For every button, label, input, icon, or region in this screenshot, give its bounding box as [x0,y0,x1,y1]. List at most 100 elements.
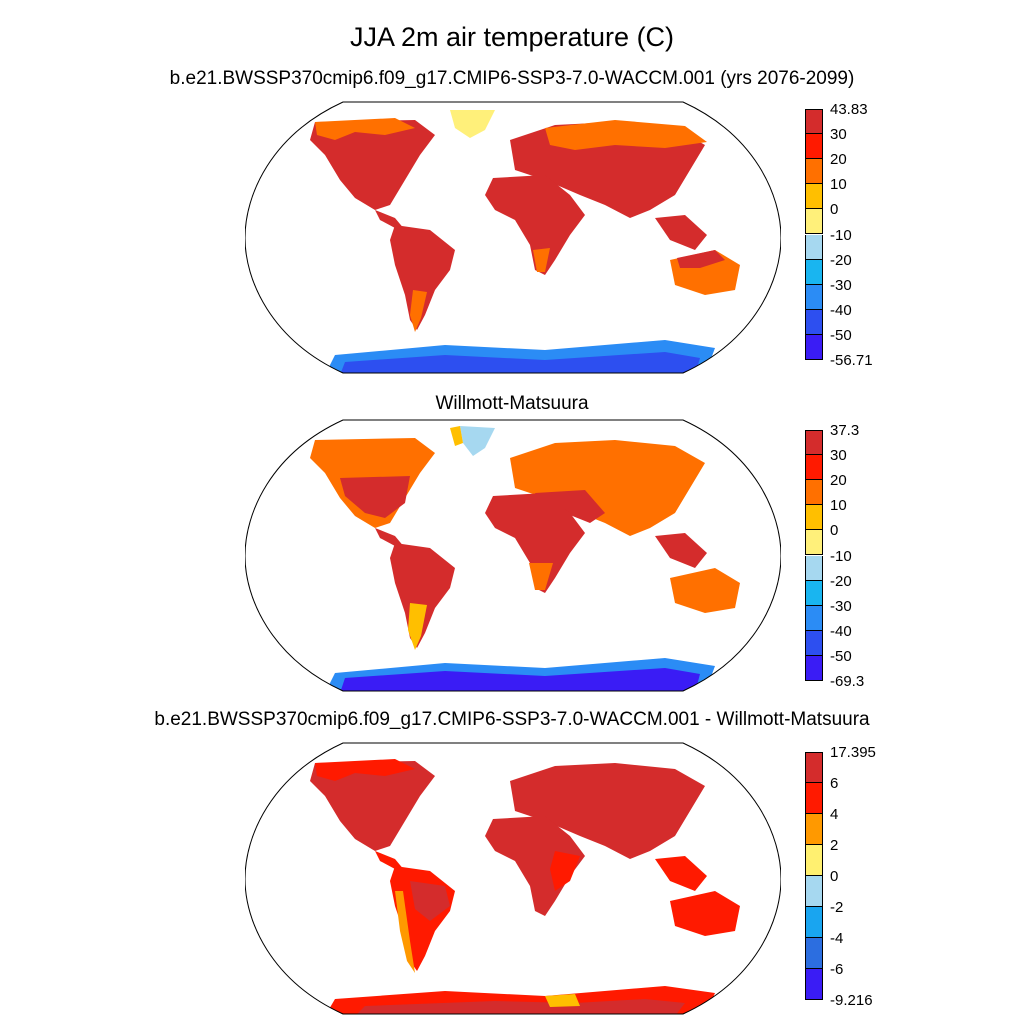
colorbar-tick-label: 6 [830,775,839,792]
usa [340,476,410,518]
australia [670,568,740,613]
southern-africa [529,563,553,590]
colorbar-tick-label: 20 [830,472,847,490]
australia [670,891,740,936]
colorbar-tick-label: -50 [830,647,852,665]
east-africa [550,851,580,891]
colorbar-tick-label: 4 [830,806,839,823]
panel-1-subtitle: b.e21.BWSSP370cmip6.f09_g17.CMIP6-SSP3-7… [169,68,855,89]
colorbar-segment [805,580,823,606]
colorbar-tick-label: -10 [830,226,852,244]
colorbar-segment [805,259,823,285]
colorbar-tick-label: 20 [830,151,847,169]
colorbar-segment [805,234,823,260]
colorbar-tick-label: 0 [830,522,839,540]
figure-title: JJA 2m air temperature (C) [349,22,675,52]
colorbar-segment [805,555,823,581]
north-america [310,120,435,210]
colorbar-tick-label: -30 [830,597,852,615]
eurasia [510,763,705,859]
colorbar-tick-label: 10 [830,176,847,194]
colorbar-tick-label: -50 [830,326,852,344]
colorbar-tick-label: 17.395 [830,744,876,761]
southern-africa [533,248,550,272]
panel-3-colorbar [805,752,823,1000]
colorbar-tick-label: -2 [830,899,844,916]
colorbar-segment [805,284,823,310]
colorbar-tick-label: -4 [830,930,844,947]
colorbar-segment [805,630,823,656]
antarctica-interior [340,352,700,373]
panel-3-subtitle: b.e21.BWSSP370cmip6.f09_g17.CMIP6-SSP3-7… [154,709,870,730]
panel-1-map [245,101,781,374]
canada-north [315,118,415,140]
panel-2-subtitle: Willmott-Matsuura [435,393,589,414]
colorbar-tick-label: -6 [830,961,844,978]
colorbar-tick-label: -10 [830,547,852,565]
colorbar-segment [805,134,823,160]
panel-1-colorbar [805,109,823,360]
antarctica-peninsula [545,994,580,1007]
colorbar-segment [805,159,823,185]
colorbar-segment [805,334,823,360]
greenland [450,110,495,138]
colorbar-tick-label: -40 [830,622,852,640]
colorbar-tick-label: 0 [830,201,839,219]
colorbar-tick-label: -20 [830,251,852,269]
colorbar-tick-label: -9.216 [830,992,873,1009]
colorbar-tick-label: -20 [830,572,852,590]
south-america [390,225,455,330]
middle-east [535,490,605,523]
colorbar-tick-label: -56.71 [830,352,873,369]
patagonia [408,603,427,650]
andes [395,891,415,973]
antarctica-interior [340,668,700,691]
colorbar-segment [805,430,823,456]
colorbar-segment [805,605,823,631]
south-america [390,543,455,648]
canada-north [315,759,415,781]
colorbar-segment [805,969,823,1000]
colorbar-segment [805,109,823,135]
australia-north [677,250,725,268]
africa [485,175,585,275]
colorbar-tick-label: -69.3 [830,673,865,690]
panel-3-map [245,742,781,1015]
greenland [460,426,495,456]
antarctica-interior [355,999,685,1014]
patagonia [410,290,427,332]
brazil [410,881,450,921]
colorbar-segment [805,480,823,506]
colorbar-tick-label: 30 [830,447,847,465]
southeast-asia [655,856,707,891]
panel-2-map [245,419,781,692]
colorbar-segment [805,655,823,681]
southeast-asia [655,215,707,250]
colorbar-segment [805,814,823,845]
colorbar-segment [805,907,823,938]
colorbar-segment [805,505,823,531]
central-america [375,210,405,230]
colorbar-segment [805,530,823,556]
colorbar-segment [805,876,823,907]
colorbar-segment [805,184,823,210]
africa [485,816,585,916]
colorbar-tick-label: 0 [830,868,839,885]
colorbar-tick-label: 10 [830,497,847,515]
colorbar-segment [805,845,823,876]
colorbar-segment [805,309,823,335]
colorbar-tick-label: -40 [830,301,852,319]
north-america [310,761,435,851]
colorbar-segment [805,752,823,783]
central-america [375,851,405,871]
colorbar-tick-label: 2 [830,837,839,854]
colorbar-tick-label: 43.83 [830,101,868,118]
colorbar-segment [805,938,823,969]
colorbar-tick-label: 30 [830,126,847,144]
africa [485,493,585,593]
panel-2-colorbar [805,430,823,681]
colorbar-segment [805,209,823,235]
siberia [545,120,707,150]
colorbar-tick-label: -30 [830,276,852,294]
greenland-coast [450,426,463,446]
